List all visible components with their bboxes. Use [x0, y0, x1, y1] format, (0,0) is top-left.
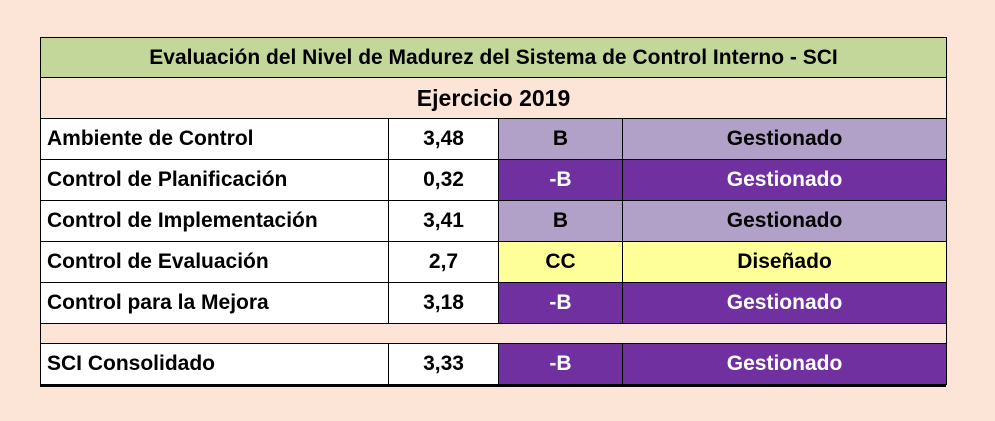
table-row: Control de Planificación 0,32 -B Gestion…	[40, 159, 948, 201]
table-row: Control de Evaluación 2,7 CC Diseñado	[40, 241, 948, 283]
component-name: Control de Evaluación	[40, 241, 389, 283]
component-name: Ambiente de Control	[40, 118, 389, 160]
maturity-level: Gestionado	[621, 159, 948, 201]
maturity-table: Evaluación del Nivel de Madurez del Sist…	[39, 37, 948, 385]
grade-cell: -B	[498, 159, 623, 201]
grade-cell: CC	[498, 241, 623, 283]
grade-cell: -B	[498, 282, 623, 324]
component-name: Control de Planificación	[40, 159, 389, 201]
maturity-level: Gestionado	[621, 118, 948, 160]
grade-cell: B	[498, 200, 623, 242]
score-value: 3,33	[388, 343, 499, 385]
table-title: Evaluación del Nivel de Madurez del Sist…	[39, 37, 948, 78]
component-name: Control para la Mejora	[40, 282, 389, 324]
exercise-year: Ejercicio 2019	[39, 77, 948, 119]
table-row: Control para la Mejora 3,18 -B Gestionad…	[40, 282, 948, 324]
grade-cell: B	[498, 118, 623, 160]
maturity-level: Gestionado	[621, 200, 948, 242]
score-value: 3,41	[388, 200, 499, 242]
grade-cell: -B	[498, 343, 623, 385]
maturity-level: Diseñado	[621, 241, 948, 283]
table-row: Control de Implementación 3,41 B Gestion…	[40, 200, 948, 242]
maturity-level: Gestionado	[621, 343, 948, 385]
score-value: 2,7	[388, 241, 499, 283]
spacer-row	[39, 323, 948, 344]
component-name: Control de Implementación	[40, 200, 389, 242]
score-value: 3,18	[388, 282, 499, 324]
score-value: 3,48	[388, 118, 499, 160]
spacer-cell	[39, 323, 948, 344]
score-value: 0,32	[388, 159, 499, 201]
maturity-level: Gestionado	[621, 282, 948, 324]
table-row: Ambiente de Control 3,48 B Gestionado	[40, 118, 948, 160]
consolidated-row: SCI Consolidado 3,33 -B Gestionado	[40, 343, 948, 385]
component-name: SCI Consolidado	[40, 343, 389, 385]
